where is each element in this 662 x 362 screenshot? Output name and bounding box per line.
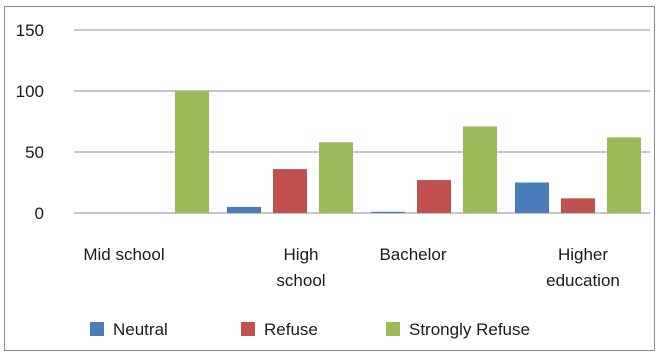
- bar: [515, 182, 549, 213]
- bar: [319, 142, 353, 213]
- bar: [561, 198, 595, 213]
- legend-label: Refuse: [264, 320, 318, 339]
- legend-label: Strongly Refuse: [409, 320, 530, 339]
- y-tick-label: 0: [35, 204, 44, 223]
- y-tick-label: 50: [25, 143, 44, 162]
- bar: [273, 169, 307, 213]
- x-tick-label: Bachelor: [379, 245, 446, 264]
- x-tick-label: Mid school: [83, 245, 164, 264]
- legend-label: Neutral: [113, 320, 168, 339]
- legend-swatch: [241, 322, 255, 336]
- legend-swatch: [386, 322, 400, 336]
- bar: [417, 180, 451, 213]
- bar: [463, 126, 497, 213]
- bar: [371, 211, 405, 213]
- y-tick-label: 150: [16, 21, 44, 40]
- y-tick-label: 100: [16, 82, 44, 101]
- x-tick-label: High school: [276, 245, 325, 290]
- legend-swatch: [90, 322, 104, 336]
- bar: [175, 91, 209, 213]
- bar: [227, 206, 261, 213]
- bar: [607, 137, 641, 213]
- x-tick-label: Higher education: [546, 245, 620, 290]
